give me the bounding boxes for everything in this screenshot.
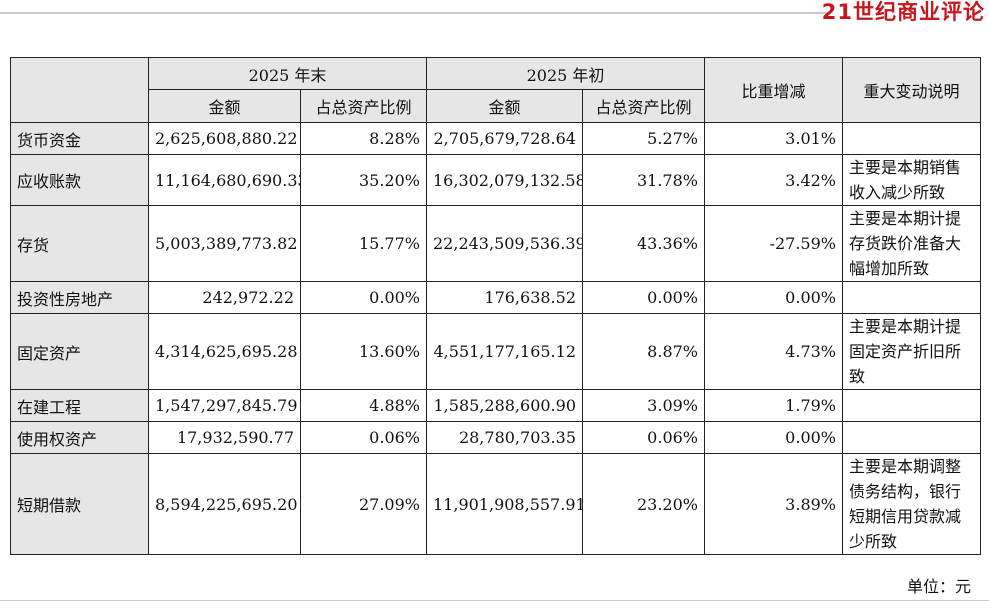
table-row: 货币资金 2,625,608,880.22 8.28% 2,705,679,72… [10,122,981,155]
ratio-change: -27.59% [704,205,843,282]
row-item: 短期借款 [10,453,149,555]
start-ratio: 3.09% [582,389,705,422]
start-ratio: 0.06% [582,421,705,454]
end-ratio: 0.00% [300,281,427,314]
end-amount: 17,932,590.77 [148,421,301,454]
end-amount: 11,164,680,690.33 [148,154,301,206]
end-ratio: 0.06% [300,421,427,454]
brand-logo: 21世纪商业评论 [821,0,985,24]
header-explanation: 重大变动说明 [842,57,981,123]
start-ratio: 5.27% [582,122,705,155]
header-start-ratio: 占总资产比例 [582,89,705,123]
ratio-change: 1.79% [704,389,843,422]
header-end-amount: 金额 [148,89,301,123]
change-note [842,122,981,155]
header-change: 比重增减 [704,57,843,123]
row-item: 使用权资产 [10,421,149,454]
start-amount: 16,302,079,132.58 [426,154,583,206]
row-item: 在建工程 [10,389,149,422]
change-note: 主要是本期计提 存货跌价准备大 幅增加所致 [842,205,981,282]
start-amount: 11,901,908,557.91 [426,453,583,555]
start-ratio: 31.78% [582,154,705,206]
top-rule [0,12,828,14]
ratio-change: 3.89% [704,453,843,555]
change-note: 主要是本期调整 债务结构，银行 短期信用贷款减 少所致 [842,453,981,555]
ratio-change: 3.01% [704,122,843,155]
table-row: 存货 5,003,389,773.82 15.77% 22,243,509,53… [10,205,981,282]
row-item: 应收账款 [10,154,149,206]
start-ratio: 43.36% [582,205,705,282]
table-row: 固定资产 4,314,625,695.28 13.60% 4,551,177,1… [10,313,981,390]
change-note: 主要是本期计提 固定资产折旧所 致 [842,313,981,390]
start-amount: 176,638.52 [426,281,583,314]
end-amount: 2,625,608,880.22 [148,122,301,155]
end-amount: 4,314,625,695.28 [148,313,301,390]
end-ratio: 4.88% [300,389,427,422]
ratio-change: 0.00% [704,281,843,314]
start-amount: 28,780,703.35 [426,421,583,454]
bottom-rule [0,600,989,601]
header-start-amount: 金额 [426,89,583,123]
row-item: 投资性房地产 [10,281,149,314]
row-item: 存货 [10,205,149,282]
table-row: 短期借款 8,594,225,695.20 27.09% 11,901,908,… [10,453,981,555]
start-amount: 2,705,679,728.64 [426,122,583,155]
table-row: 在建工程 1,547,297,845.79 4.88% 1,585,288,60… [10,389,981,422]
row-item: 固定资产 [10,313,149,390]
end-amount: 242,972.22 [148,281,301,314]
change-note: 主要是本期销售 收入减少所致 [842,154,981,206]
ratio-change: 3.42% [704,154,843,206]
start-amount: 1,585,288,600.90 [426,389,583,422]
header-end-period: 2025 年末 [148,57,427,90]
table-row: 使用权资产 17,932,590.77 0.06% 28,780,703.35 … [10,421,981,454]
row-item: 货币资金 [10,122,149,155]
header-item-blank [10,57,149,123]
change-note [842,281,981,314]
balance-table: 2025 年末 2025 年初 比重增减 重大变动说明 金额 占总资产比例 金额… [10,57,981,555]
end-amount: 1,547,297,845.79 [148,389,301,422]
end-ratio: 8.28% [300,122,427,155]
change-note [842,421,981,454]
ratio-change: 4.73% [704,313,843,390]
start-ratio: 8.87% [582,313,705,390]
table-row: 投资性房地产 242,972.22 0.00% 176,638.52 0.00%… [10,281,981,314]
start-amount: 22,243,509,536.39 [426,205,583,282]
header-start-period: 2025 年初 [426,57,705,90]
start-ratio: 0.00% [582,281,705,314]
start-amount: 4,551,177,165.12 [426,313,583,390]
table-row: 应收账款 11,164,680,690.33 35.20% 16,302,079… [10,154,981,206]
end-amount: 8,594,225,695.20 [148,453,301,555]
change-note [842,389,981,422]
end-ratio: 13.60% [300,313,427,390]
end-ratio: 35.20% [300,154,427,206]
end-ratio: 27.09% [300,453,427,555]
end-ratio: 15.77% [300,205,427,282]
start-ratio: 23.20% [582,453,705,555]
end-amount: 5,003,389,773.82 [148,205,301,282]
header-end-ratio: 占总资产比例 [300,89,427,123]
ratio-change: 0.00% [704,421,843,454]
unit-label: 单位：元 [906,577,971,596]
